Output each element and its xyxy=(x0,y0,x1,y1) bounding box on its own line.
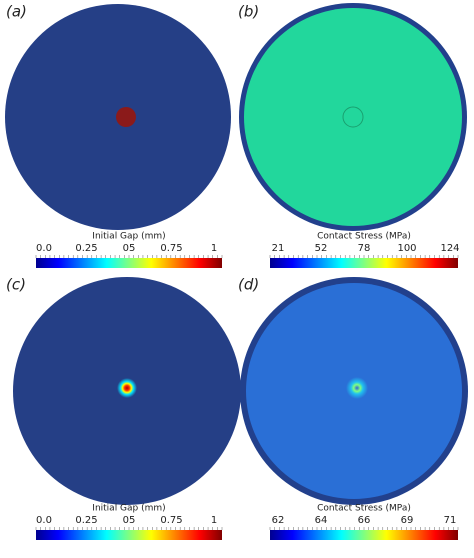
panel-label: (c) xyxy=(6,276,26,294)
colorbar-tick-label: 0.25 xyxy=(75,515,97,526)
colorbar-title: Contact Stress (MPa) xyxy=(317,232,411,242)
colorbar-tick-label: 0.25 xyxy=(75,243,97,254)
colorbar-tick-label: 66 xyxy=(358,515,371,526)
colorbar-tick-label: 21 xyxy=(272,243,285,254)
contact-disc xyxy=(244,8,462,226)
colorbar-tick-label: 0.0 xyxy=(36,243,52,254)
colorbar xyxy=(270,530,458,540)
colorbar-tick-label: 71 xyxy=(444,515,457,526)
colorbar-tick-label: 05 xyxy=(123,515,136,526)
colorbar-tick-label: 1 xyxy=(211,243,217,254)
colorbar-title: Contact Stress (MPa) xyxy=(317,504,411,514)
colorbar-tick-label: 0.0 xyxy=(36,515,52,526)
gap-region xyxy=(116,107,136,127)
panel-label: (d) xyxy=(238,276,259,294)
colorbar-tick-label: 1 xyxy=(211,515,217,526)
panel-label: (a) xyxy=(6,3,27,21)
colorbar-tick-label: 124 xyxy=(440,243,459,254)
colorbar xyxy=(270,258,458,268)
colorbar-title: Initial Gap (mm) xyxy=(92,504,165,514)
colorbar-tick-label: 05 xyxy=(123,243,136,254)
colorbar xyxy=(36,530,222,540)
colorbar-tick-label: 78 xyxy=(358,243,371,254)
gap-region xyxy=(117,378,137,398)
stress-region xyxy=(346,377,368,399)
colorbar-tick-label: 52 xyxy=(315,243,328,254)
panel-label: (b) xyxy=(238,3,259,21)
colorbar-tick-label: 69 xyxy=(401,515,414,526)
colorbar-tick-label: 100 xyxy=(397,243,416,254)
colorbar-tick-label: 64 xyxy=(315,515,328,526)
gap-outline xyxy=(342,106,364,128)
colorbar xyxy=(36,258,222,268)
colorbar-tick-label: 0.75 xyxy=(160,515,182,526)
colorbar-tick-label: 62 xyxy=(272,515,285,526)
colorbar-title: Initial Gap (mm) xyxy=(92,232,165,242)
colorbar-tick-label: 0.75 xyxy=(160,243,182,254)
